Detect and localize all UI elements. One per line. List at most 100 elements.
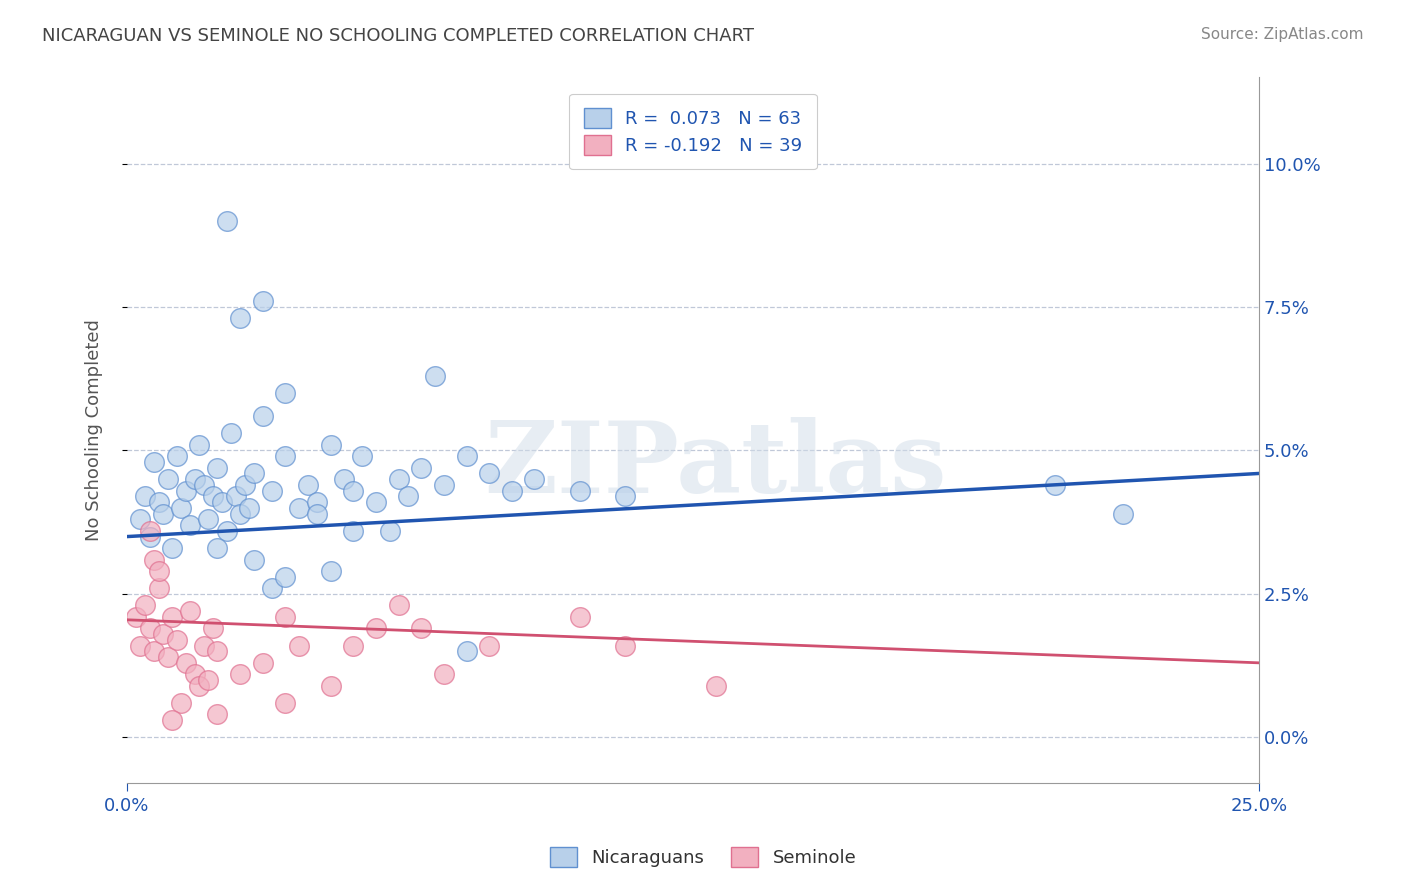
Point — [156, 472, 179, 486]
Point — [288, 639, 311, 653]
Point — [166, 632, 188, 647]
Point — [188, 438, 211, 452]
Point — [170, 500, 193, 515]
Point — [568, 483, 591, 498]
Point — [148, 564, 170, 578]
Point — [274, 570, 297, 584]
Point — [193, 478, 215, 492]
Point — [342, 483, 364, 498]
Point — [388, 472, 411, 486]
Point — [274, 386, 297, 401]
Point — [160, 610, 183, 624]
Point — [523, 472, 546, 486]
Point — [215, 214, 238, 228]
Point — [170, 696, 193, 710]
Point — [388, 599, 411, 613]
Point — [614, 639, 637, 653]
Point — [433, 478, 456, 492]
Point — [207, 541, 229, 555]
Point — [148, 495, 170, 509]
Point — [229, 311, 252, 326]
Point — [152, 507, 174, 521]
Point — [252, 294, 274, 309]
Point — [219, 426, 242, 441]
Point — [207, 644, 229, 658]
Point — [1112, 507, 1135, 521]
Point — [242, 467, 264, 481]
Point — [274, 449, 297, 463]
Point — [156, 650, 179, 665]
Point — [319, 438, 342, 452]
Text: Source: ZipAtlas.com: Source: ZipAtlas.com — [1201, 27, 1364, 42]
Point — [211, 495, 233, 509]
Text: NICARAGUAN VS SEMINOLE NO SCHOOLING COMPLETED CORRELATION CHART: NICARAGUAN VS SEMINOLE NO SCHOOLING COMP… — [42, 27, 754, 45]
Point — [174, 483, 197, 498]
Point — [342, 639, 364, 653]
Point — [148, 581, 170, 595]
Point — [125, 610, 148, 624]
Point — [184, 472, 207, 486]
Point — [166, 449, 188, 463]
Point — [152, 627, 174, 641]
Point — [297, 478, 319, 492]
Point — [352, 449, 374, 463]
Point — [174, 656, 197, 670]
Point — [201, 490, 224, 504]
Point — [233, 478, 256, 492]
Point — [288, 500, 311, 515]
Point — [252, 409, 274, 423]
Point — [160, 541, 183, 555]
Point — [188, 679, 211, 693]
Point — [478, 639, 501, 653]
Point — [364, 495, 387, 509]
Point — [143, 552, 166, 566]
Point — [260, 483, 283, 498]
Point — [138, 530, 160, 544]
Point — [129, 639, 152, 653]
Point — [260, 581, 283, 595]
Point — [179, 518, 201, 533]
Point — [184, 667, 207, 681]
Legend: Nicaraguans, Seminole: Nicaraguans, Seminole — [543, 839, 863, 874]
Point — [411, 621, 433, 635]
Point — [307, 507, 329, 521]
Point — [501, 483, 523, 498]
Point — [364, 621, 387, 635]
Point — [307, 495, 329, 509]
Point — [193, 639, 215, 653]
Point — [225, 490, 247, 504]
Point — [319, 679, 342, 693]
Point — [242, 552, 264, 566]
Text: ZIPatlas: ZIPatlas — [485, 417, 946, 514]
Point — [333, 472, 356, 486]
Point — [478, 467, 501, 481]
Point — [274, 610, 297, 624]
Legend: R =  0.073   N = 63, R = -0.192   N = 39: R = 0.073 N = 63, R = -0.192 N = 39 — [569, 94, 817, 169]
Point — [143, 644, 166, 658]
Point — [197, 512, 219, 526]
Point — [378, 524, 401, 538]
Point — [129, 512, 152, 526]
Point — [207, 460, 229, 475]
Point — [229, 507, 252, 521]
Point — [238, 500, 260, 515]
Y-axis label: No Schooling Completed: No Schooling Completed — [86, 319, 103, 541]
Point — [215, 524, 238, 538]
Point — [229, 667, 252, 681]
Point — [134, 599, 156, 613]
Point — [143, 455, 166, 469]
Point — [423, 368, 446, 383]
Point — [433, 667, 456, 681]
Point — [207, 707, 229, 722]
Point — [134, 490, 156, 504]
Point — [614, 490, 637, 504]
Point — [138, 621, 160, 635]
Point — [411, 460, 433, 475]
Point — [274, 696, 297, 710]
Point — [319, 564, 342, 578]
Point — [342, 524, 364, 538]
Point — [179, 604, 201, 618]
Point — [252, 656, 274, 670]
Point — [456, 644, 478, 658]
Point — [138, 524, 160, 538]
